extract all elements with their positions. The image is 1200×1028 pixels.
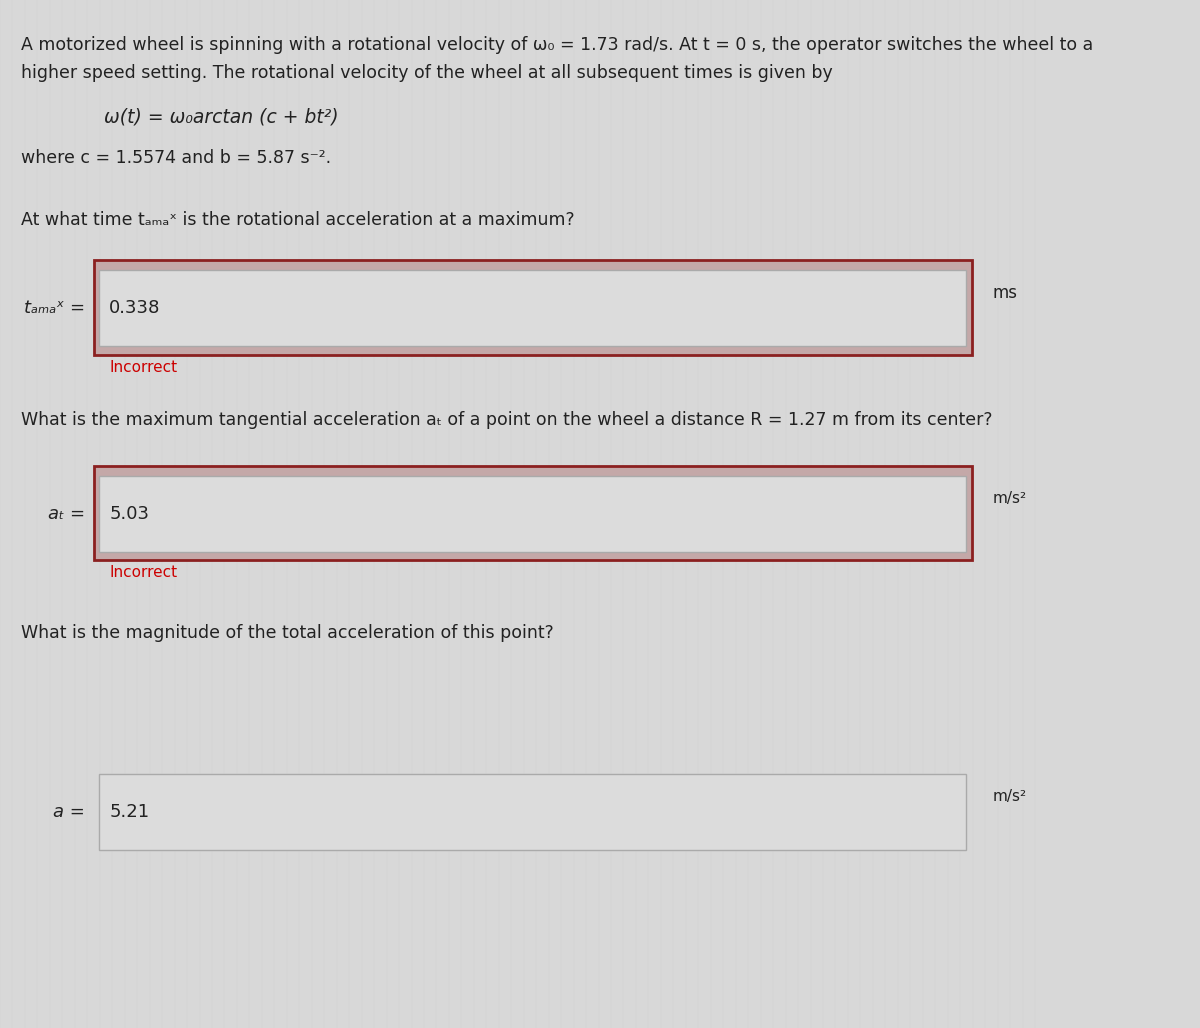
Text: 5.21: 5.21 xyxy=(109,803,149,821)
FancyBboxPatch shape xyxy=(98,476,966,552)
FancyBboxPatch shape xyxy=(94,466,972,560)
FancyBboxPatch shape xyxy=(98,774,966,850)
Text: tₐₘₐˣ =: tₐₘₐˣ = xyxy=(24,299,85,318)
Text: What is the magnitude of the total acceleration of this point?: What is the magnitude of the total accel… xyxy=(20,624,553,642)
Text: a =: a = xyxy=(53,803,85,821)
Text: Incorrect: Incorrect xyxy=(109,565,178,581)
Text: higher speed setting. The rotational velocity of the wheel at all subsequent tim: higher speed setting. The rotational vel… xyxy=(20,64,833,82)
Text: Incorrect: Incorrect xyxy=(109,360,178,375)
Text: m/s²: m/s² xyxy=(992,491,1026,506)
Text: m/s²: m/s² xyxy=(992,790,1026,804)
Text: where c = 1.5574 and b = 5.87 s⁻².: where c = 1.5574 and b = 5.87 s⁻². xyxy=(20,149,331,168)
Text: What is the maximum tangential acceleration aₜ of a point on the wheel a distanc: What is the maximum tangential accelerat… xyxy=(20,411,992,430)
Text: aₜ =: aₜ = xyxy=(48,505,85,523)
Text: 5.03: 5.03 xyxy=(109,505,149,523)
Text: At what time tₐₘₐˣ is the rotational acceleration at a maximum?: At what time tₐₘₐˣ is the rotational acc… xyxy=(20,211,575,229)
Text: 0.338: 0.338 xyxy=(109,299,161,318)
FancyBboxPatch shape xyxy=(94,260,972,355)
Text: ms: ms xyxy=(992,284,1018,302)
Text: A motorized wheel is spinning with a rotational velocity of ω₀ = 1.73 rad/s. At : A motorized wheel is spinning with a rot… xyxy=(20,36,1093,54)
Text: ω(t) = ω₀arctan (c + bt²): ω(t) = ω₀arctan (c + bt²) xyxy=(104,108,338,126)
FancyBboxPatch shape xyxy=(98,270,966,346)
